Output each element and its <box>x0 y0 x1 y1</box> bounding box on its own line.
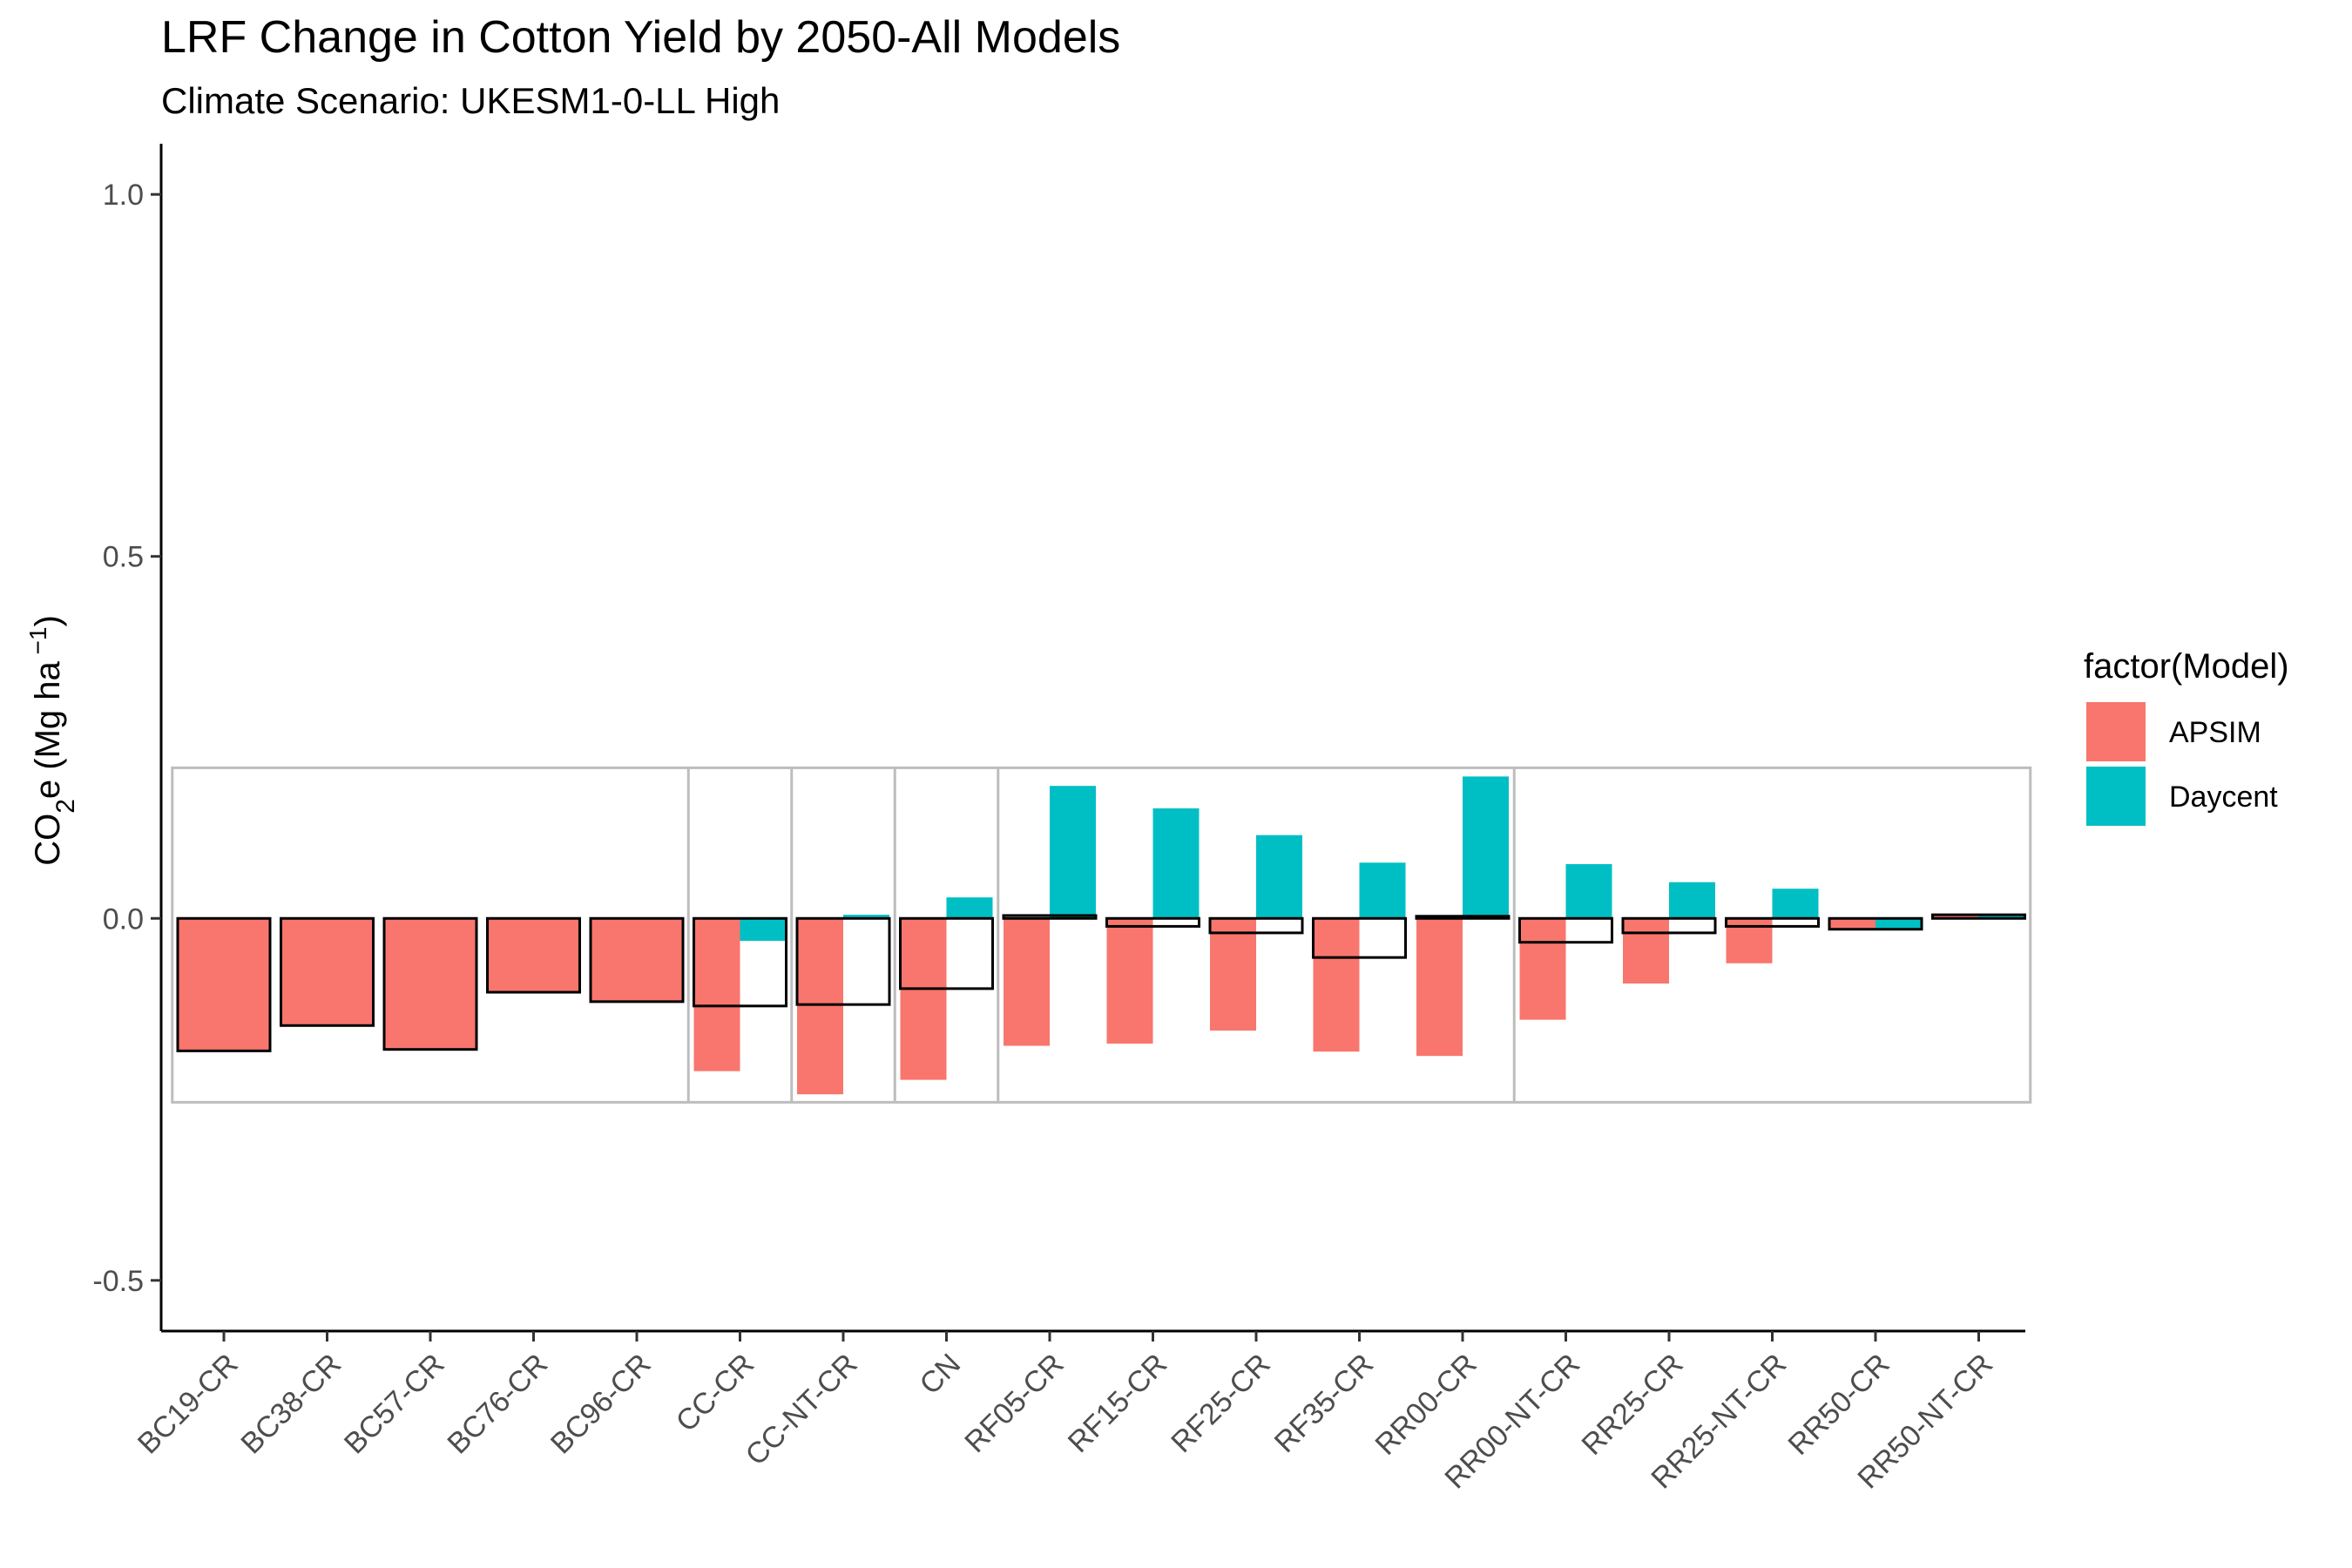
bar-apsim <box>280 916 375 1027</box>
axes <box>159 144 2025 1333</box>
legend-swatch-apsim <box>2086 702 2146 761</box>
bar-daycent <box>1463 776 1509 919</box>
bar-mean-outline <box>795 916 891 1006</box>
group-boxes <box>171 766 2032 1104</box>
bar-daycent <box>1359 862 1406 919</box>
bar-mean-outline <box>899 916 994 990</box>
bar-apsim <box>693 918 740 1071</box>
legend-swatch-daycent <box>2086 767 2146 826</box>
bar-apsim <box>589 916 685 1004</box>
bar-daycent <box>1876 918 1922 929</box>
bar-daycent <box>843 915 889 919</box>
bar-daycent <box>1152 808 1200 919</box>
bar-daycent <box>1050 786 1096 919</box>
bars <box>176 776 2025 1095</box>
bar-apsim <box>382 916 478 1051</box>
y-tick-label: -0.5 <box>92 1265 144 1298</box>
y-axis-title-sub: 2 <box>51 799 80 814</box>
bar-apsim <box>1519 918 1566 1020</box>
bar-mean-outline <box>1621 916 1717 935</box>
bar-daycent <box>946 897 993 919</box>
bar-daycent <box>1669 882 1715 919</box>
bar-daycent <box>1978 915 2025 919</box>
bar-apsim <box>1829 918 1876 929</box>
group-box-outline <box>171 766 2032 1104</box>
bar-mean-outline <box>1002 914 1098 920</box>
bar-apsim <box>1932 915 1979 919</box>
bar-daycent <box>1256 835 1302 919</box>
bar-mean-outline <box>1208 916 1304 935</box>
bar-mean-outline <box>1725 916 1820 928</box>
bar-apsim <box>1623 918 1669 984</box>
legend-label-daycent: Daycent <box>2169 781 2278 814</box>
y-ticks: -0.5 0.0 0.5 1.0 <box>92 179 161 1298</box>
bar-daycent <box>740 918 787 942</box>
bar-apsim <box>1416 918 1463 1057</box>
bar-apsim <box>1106 918 1153 1044</box>
legend-label-apsim: APSIM <box>2169 716 2261 749</box>
bar-daycent <box>1565 863 1612 919</box>
bar-mean-outline <box>1415 915 1511 920</box>
y-axis-title-sup: −1 <box>24 627 51 662</box>
bar-apsim <box>797 918 843 1095</box>
y-tick-label: 0.0 <box>103 902 144 936</box>
bar-mean-outline <box>1931 913 2026 920</box>
legend-title: factor(Model) <box>2084 647 2289 686</box>
bar-daycent <box>1772 889 1819 919</box>
bar-mean-outline <box>1518 916 1613 944</box>
legend: factor(Model) APSIM Daycent <box>2084 647 2289 826</box>
bar-apsim <box>176 916 272 1052</box>
bar-apsim <box>1313 918 1360 1052</box>
y-tick-label: 1.0 <box>103 179 144 212</box>
bar-apsim <box>486 916 581 994</box>
bar-mean-outline <box>693 916 787 1008</box>
bar-mean-outline <box>1312 916 1407 959</box>
chart-title: LRF Change in Cotton Yield by 2050-All M… <box>161 12 1120 63</box>
bar-mean-outline <box>1828 916 1923 931</box>
y-axis-title-mid: e (Mg ha <box>29 660 67 799</box>
bar-apsim <box>1004 918 1050 1046</box>
bar-apsim <box>900 918 947 1080</box>
y-axis-title-suffix: ) <box>29 615 67 626</box>
bar-mean-outline <box>1105 916 1200 928</box>
y-axis-title: CO2e (Mg ha −1) <box>24 615 80 866</box>
bar-apsim <box>1210 918 1256 1031</box>
y-tick-label: 0.5 <box>103 541 144 574</box>
mean-outline-boxes <box>693 913 2026 1008</box>
y-axis-title-prefix: CO <box>29 814 67 866</box>
chart-subtitle: Climate Scenario: UKESM1-0-LL High <box>161 80 780 121</box>
